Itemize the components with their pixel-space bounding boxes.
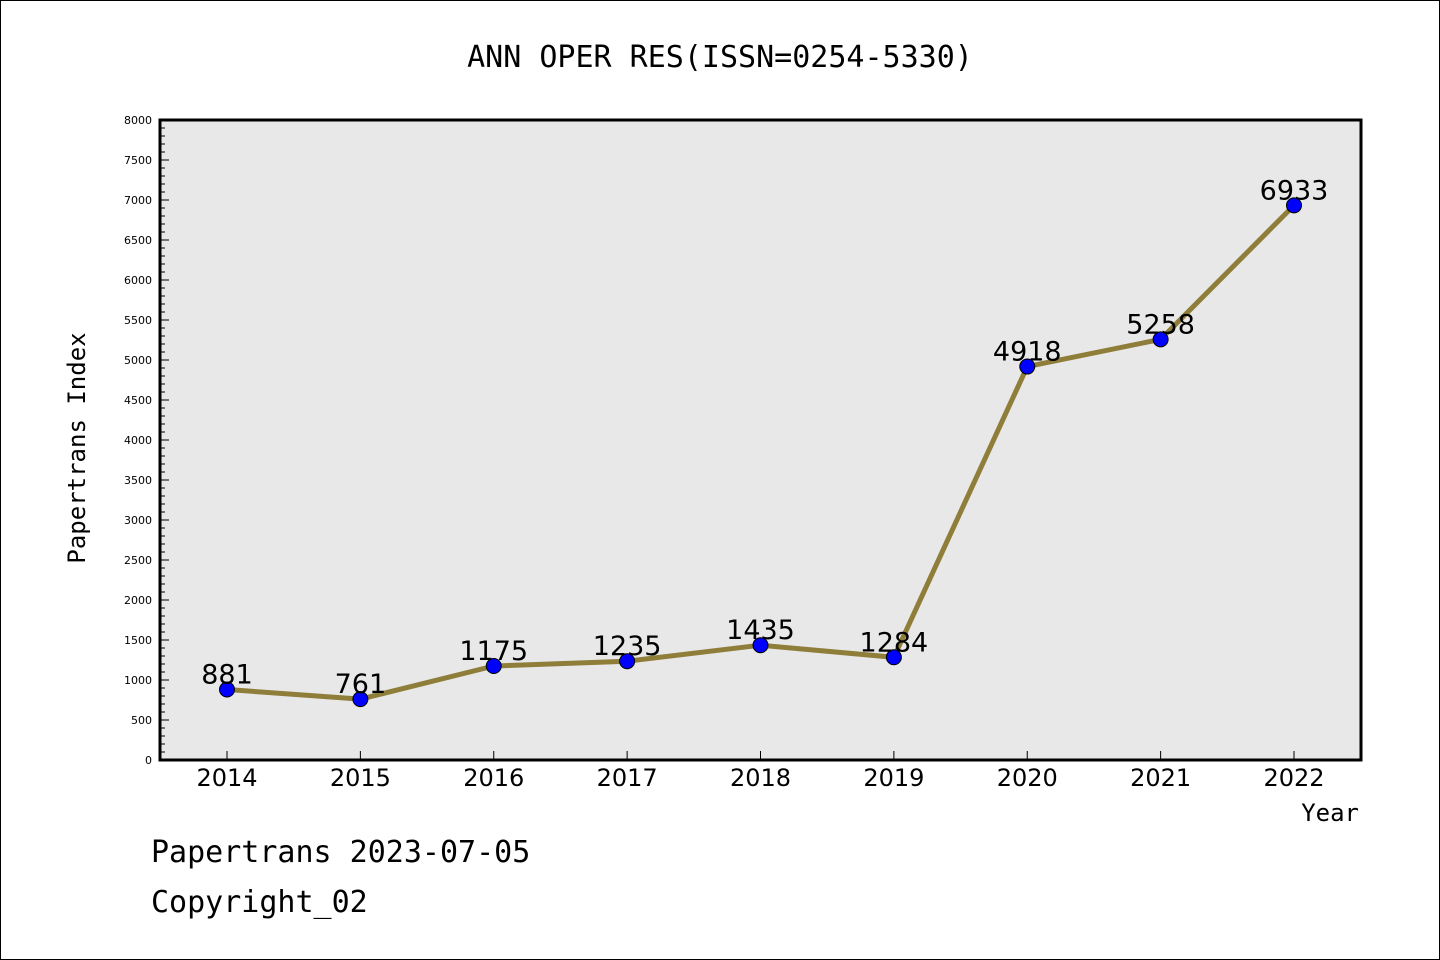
y-tick-label: 1000 bbox=[124, 674, 152, 687]
y-tick-label: 4500 bbox=[124, 394, 152, 407]
x-tick-label: 2018 bbox=[730, 764, 791, 792]
x-tick-label: 2014 bbox=[196, 764, 257, 792]
x-tick-label: 2016 bbox=[463, 764, 524, 792]
y-tick-label: 2500 bbox=[124, 554, 152, 567]
y-tick-label: 8000 bbox=[124, 114, 152, 127]
y-tick-label: 3000 bbox=[124, 514, 152, 527]
x-axis-title: Year bbox=[1301, 799, 1359, 827]
data-point bbox=[1286, 197, 1302, 214]
y-tick-label: 5000 bbox=[124, 354, 152, 367]
data-label: 6933 bbox=[1260, 175, 1329, 206]
x-tick-label: 2015 bbox=[330, 764, 391, 792]
x-tick-label: 2017 bbox=[597, 764, 658, 792]
data-point bbox=[752, 637, 769, 654]
data-point bbox=[352, 691, 369, 708]
y-tick-label: 4000 bbox=[124, 434, 152, 447]
data-label: 1235 bbox=[593, 631, 662, 662]
data-point bbox=[219, 681, 235, 698]
x-tick-label: 2019 bbox=[863, 764, 924, 792]
x-tick-label: 2020 bbox=[997, 764, 1058, 792]
series-group bbox=[219, 197, 1302, 708]
chart-title: ANN OPER RES(ISSN=0254-5330) bbox=[467, 40, 973, 75]
data-point bbox=[1019, 358, 1036, 375]
y-tick-label: 2000 bbox=[124, 594, 152, 607]
data-label-group: 881 761 1175 1235 1435 1284 4918 5258 6933 bbox=[201, 175, 1328, 700]
y-tick-label: 7000 bbox=[124, 194, 152, 207]
data-label: 1435 bbox=[726, 615, 795, 646]
data-point bbox=[619, 653, 636, 670]
data-point bbox=[885, 649, 902, 666]
y-tick-label: 1500 bbox=[124, 634, 152, 647]
data-label: 1284 bbox=[860, 627, 929, 658]
y-tick-label: 7500 bbox=[124, 154, 152, 167]
data-label: 761 bbox=[335, 669, 387, 700]
y-tick-label: 3500 bbox=[124, 474, 152, 487]
data-point bbox=[485, 658, 502, 674]
y-tick-label: 6500 bbox=[124, 234, 152, 247]
y-tick-label: 0 bbox=[145, 754, 152, 767]
footer-copyright: Copyright_02 bbox=[151, 885, 368, 920]
y-tick-label: 500 bbox=[131, 714, 152, 727]
x-axis: 2014 2015 2016 2017 2018 2019 2020 2021 2022 bbox=[196, 751, 1325, 792]
data-label: 4918 bbox=[993, 337, 1062, 368]
y-tick-label: 6000 bbox=[124, 274, 152, 287]
data-label: 881 bbox=[201, 660, 253, 691]
y-axis: 0 500 1000 1500 2000 2500 3000 3500 4000 4500 5000… bbox=[124, 114, 169, 767]
data-label: 5258 bbox=[1126, 309, 1195, 340]
x-tick-label: 2021 bbox=[1130, 764, 1191, 792]
footer-date: Papertrans 2023-07-05 bbox=[151, 835, 531, 870]
y-axis-title: Papertrans Index bbox=[63, 332, 91, 563]
y-tick-label: 5500 bbox=[124, 314, 152, 327]
data-point bbox=[1152, 331, 1169, 348]
data-label: 1175 bbox=[459, 636, 528, 667]
x-tick-label: 2022 bbox=[1263, 764, 1324, 792]
plot-area bbox=[158, 118, 1363, 762]
